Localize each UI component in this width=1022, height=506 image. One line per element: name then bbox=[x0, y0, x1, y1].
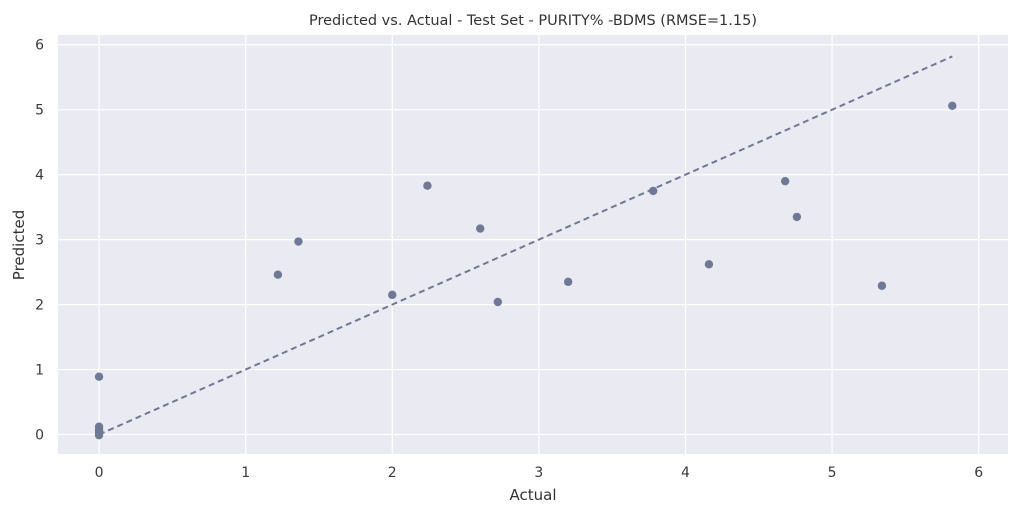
x-tick-labels: 0 1 2 3 4 5 6 bbox=[95, 465, 984, 481]
x-tick-label: 4 bbox=[681, 465, 690, 481]
y-tick-label: 0 bbox=[35, 428, 44, 444]
grid-lines bbox=[58, 35, 1008, 454]
y-tick-label: 2 bbox=[35, 298, 44, 314]
data-point bbox=[423, 181, 432, 190]
data-point bbox=[388, 290, 397, 300]
data-point bbox=[94, 430, 104, 440]
y-tick-label: 1 bbox=[35, 363, 44, 379]
data-point bbox=[94, 372, 104, 381]
data-points bbox=[94, 101, 957, 440]
x-tick-label: 3 bbox=[534, 465, 543, 481]
y-tick-label: 3 bbox=[35, 233, 44, 249]
x-tick-label: 6 bbox=[974, 465, 983, 481]
chart-title: Predicted vs. Actual - Test Set - PURITY… bbox=[309, 13, 757, 29]
x-tick-label: 0 bbox=[95, 465, 104, 481]
x-tick-label: 5 bbox=[828, 465, 837, 481]
reference-line-layer bbox=[98, 55, 953, 436]
data-point bbox=[877, 281, 887, 290]
data-point bbox=[780, 176, 790, 186]
data-point bbox=[704, 260, 714, 269]
y-tick-label: 6 bbox=[35, 38, 44, 54]
data-point bbox=[476, 224, 485, 233]
plot-background bbox=[58, 35, 1008, 454]
data-point bbox=[792, 212, 802, 222]
data-point bbox=[273, 270, 283, 279]
data-point bbox=[948, 101, 957, 111]
x-tick-label: 2 bbox=[388, 465, 397, 481]
y-tick-labels: 0 1 2 3 4 5 6 bbox=[35, 38, 44, 444]
y-tick-label: 4 bbox=[35, 168, 44, 184]
x-tick-label: 1 bbox=[241, 465, 250, 481]
x-axis-label: Actual bbox=[510, 486, 557, 504]
data-point bbox=[563, 277, 573, 287]
data-point bbox=[493, 297, 503, 307]
data-point bbox=[649, 186, 658, 196]
data-point bbox=[294, 237, 303, 246]
reference-line bbox=[98, 55, 953, 436]
y-axis-label: Predicted bbox=[10, 210, 28, 280]
y-tick-label: 5 bbox=[35, 103, 44, 119]
